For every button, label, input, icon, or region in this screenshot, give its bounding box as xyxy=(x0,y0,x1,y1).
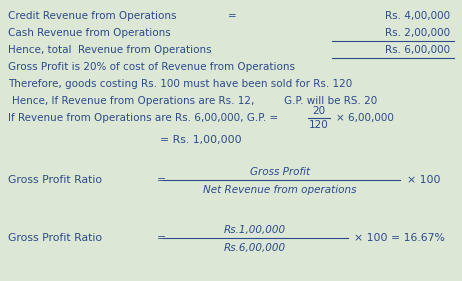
Text: Rs. 6,00,000: Rs. 6,00,000 xyxy=(385,45,450,55)
Text: =: = xyxy=(157,233,166,243)
Text: Rs.1,00,000: Rs.1,00,000 xyxy=(224,225,286,235)
Text: × 100 = 16.67%: × 100 = 16.67% xyxy=(354,233,445,243)
Text: Gross Profit is 20% of cost of Revenue from Operations: Gross Profit is 20% of cost of Revenue f… xyxy=(8,62,295,72)
Text: Net Revenue from operations: Net Revenue from operations xyxy=(203,185,357,195)
Text: G.P. will be RS. 20: G.P. will be RS. 20 xyxy=(284,96,377,106)
Text: 120: 120 xyxy=(309,120,329,130)
Text: Cash Revenue from Operations: Cash Revenue from Operations xyxy=(8,28,171,38)
Text: Rs.6,00,000: Rs.6,00,000 xyxy=(224,243,286,253)
Text: Gross Profit Ratio: Gross Profit Ratio xyxy=(8,233,102,243)
Text: Hence, If Revenue from Operations are Rs. 12,: Hence, If Revenue from Operations are Rs… xyxy=(12,96,255,106)
Text: =: = xyxy=(157,175,166,185)
Text: If Revenue from Operations are Rs. 6,00,000, G.P. =: If Revenue from Operations are Rs. 6,00,… xyxy=(8,113,278,123)
Text: Credit Revenue from Operations: Credit Revenue from Operations xyxy=(8,11,176,21)
Text: Gross Profit: Gross Profit xyxy=(250,167,310,177)
Text: 20: 20 xyxy=(312,106,326,116)
Text: Hence, total  Revenue from Operations: Hence, total Revenue from Operations xyxy=(8,45,212,55)
Text: × 6,00,000: × 6,00,000 xyxy=(336,113,394,123)
Text: =: = xyxy=(228,11,237,21)
Text: Therefore, goods costing Rs. 100 must have been sold for Rs. 120: Therefore, goods costing Rs. 100 must ha… xyxy=(8,79,352,89)
Text: Rs. 2,00,000: Rs. 2,00,000 xyxy=(385,28,450,38)
Text: Rs. 4,00,000: Rs. 4,00,000 xyxy=(385,11,450,21)
Text: Gross Profit Ratio: Gross Profit Ratio xyxy=(8,175,102,185)
Text: × 100: × 100 xyxy=(407,175,440,185)
Text: = Rs. 1,00,000: = Rs. 1,00,000 xyxy=(160,135,242,145)
